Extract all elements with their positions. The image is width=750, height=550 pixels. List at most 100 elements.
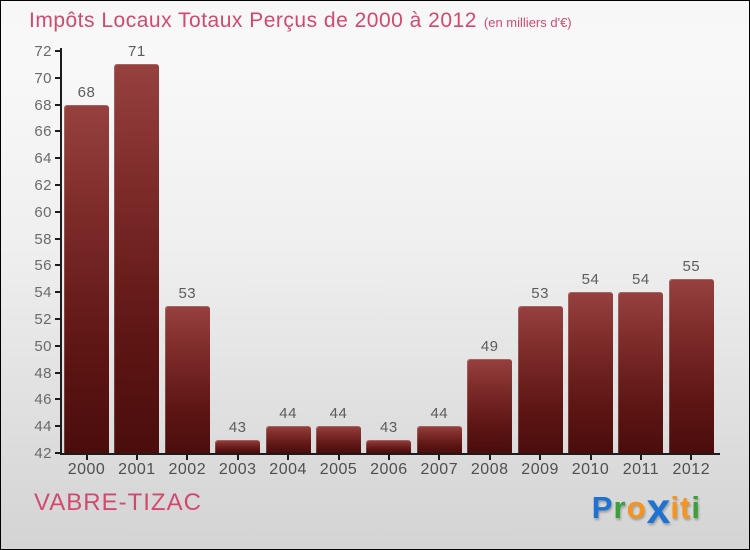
y-axis-tick-label: 70 bbox=[34, 69, 52, 87]
bar-2001 bbox=[114, 64, 160, 453]
x-axis-tick bbox=[539, 455, 542, 460]
bar-value-label: 68 bbox=[77, 83, 96, 101]
bar-value-label: 55 bbox=[682, 257, 701, 275]
x-axis-tick bbox=[85, 455, 88, 460]
bar-2007 bbox=[416, 426, 462, 453]
y-axis-tick-label: 48 bbox=[34, 364, 52, 382]
x-axis-tick bbox=[690, 455, 693, 460]
y-axis-tick bbox=[55, 452, 62, 454]
x-axis-tick-label: 2012 bbox=[672, 461, 711, 478]
proxiti-logo-letter: P bbox=[591, 490, 614, 525]
bar-value-label: 49 bbox=[480, 338, 499, 356]
x-axis-tick-label: 2009 bbox=[521, 461, 559, 478]
y-axis-line bbox=[60, 48, 62, 455]
proxiti-logo-letter: o bbox=[626, 490, 647, 525]
y-axis-tick-label: 60 bbox=[34, 203, 52, 221]
x-axis-tick-label: 2005 bbox=[319, 461, 358, 478]
bar-value-label: 43 bbox=[380, 418, 398, 436]
x-axis-tick bbox=[387, 455, 390, 460]
x-axis-tick bbox=[438, 455, 441, 460]
bar-value-label: 44 bbox=[430, 405, 449, 423]
y-axis-tick-label: 42 bbox=[34, 445, 52, 462]
x-axis-tick-label: 2010 bbox=[571, 461, 610, 478]
proxiti-logo-letter: t bbox=[680, 490, 692, 525]
y-axis-tick bbox=[55, 184, 62, 186]
y-axis-tick bbox=[55, 371, 62, 374]
x-axis-tick-label: 2008 bbox=[470, 461, 509, 478]
x-axis-tick-label: 2000 bbox=[67, 461, 106, 478]
y-axis-tick-label: 46 bbox=[34, 391, 52, 409]
x-axis-tick bbox=[488, 455, 491, 460]
bar-2010 bbox=[568, 292, 613, 453]
y-axis-tick bbox=[55, 318, 62, 320]
bar-2003 bbox=[215, 439, 261, 453]
x-axis-tick-label: 2002 bbox=[168, 461, 207, 478]
bar-value-label: 44 bbox=[279, 405, 297, 423]
bar-value-label: 44 bbox=[329, 405, 348, 423]
y-axis-tick-label: 50 bbox=[34, 337, 52, 355]
bar-2000 bbox=[64, 104, 109, 453]
x-axis-tick bbox=[287, 455, 290, 460]
x-axis-line bbox=[60, 453, 720, 455]
chart-title: Impôts Locaux Totaux Perçus de 2000 à 20… bbox=[29, 9, 572, 33]
bar-value-label: 53 bbox=[531, 284, 549, 302]
bar-value-label: 54 bbox=[581, 271, 600, 289]
proxiti-logo: Proxiti bbox=[592, 485, 701, 534]
y-axis-tick-label: 54 bbox=[34, 284, 52, 302]
y-axis-tick-label: 62 bbox=[34, 177, 52, 194]
y-axis-tick-label: 52 bbox=[34, 311, 52, 328]
y-axis-tick-label: 72 bbox=[34, 43, 52, 60]
proxiti-logo-letter: i bbox=[691, 490, 701, 525]
bar-2012 bbox=[668, 278, 714, 453]
bar-value-label: 54 bbox=[632, 271, 650, 289]
x-axis-tick-label: 2007 bbox=[420, 461, 459, 478]
x-axis-tick bbox=[186, 455, 189, 460]
bar-2005 bbox=[316, 426, 361, 453]
y-axis-tick bbox=[55, 398, 62, 401]
y-axis-tick bbox=[55, 237, 62, 240]
y-axis-tick-label: 68 bbox=[34, 96, 52, 114]
proxiti-logo-letter: x bbox=[646, 485, 671, 533]
x-axis-tick bbox=[589, 455, 592, 460]
y-axis-tick bbox=[55, 103, 62, 106]
y-axis-tick-label: 44 bbox=[34, 418, 52, 436]
bar-2011 bbox=[618, 292, 664, 453]
y-axis-tick bbox=[55, 210, 62, 213]
y-axis-tick-label: 64 bbox=[34, 150, 52, 168]
y-axis-tick bbox=[55, 291, 62, 294]
y-axis-tick bbox=[55, 76, 62, 79]
y-axis-tick bbox=[55, 130, 62, 133]
y-axis-tick-label: 58 bbox=[34, 230, 52, 248]
bar-2009 bbox=[517, 305, 563, 453]
x-axis-tick bbox=[337, 455, 340, 460]
y-axis-tick-label: 56 bbox=[34, 257, 52, 275]
y-axis-tick bbox=[55, 264, 62, 267]
x-axis-tick-label: 2006 bbox=[370, 461, 408, 478]
x-axis-tick-label: 2003 bbox=[218, 461, 257, 478]
bar-2008 bbox=[467, 359, 513, 453]
y-axis-tick bbox=[55, 50, 62, 52]
x-axis-tick-label: 2004 bbox=[269, 461, 307, 478]
proxiti-logo-letter: i bbox=[670, 490, 681, 525]
bar-value-label: 43 bbox=[228, 418, 247, 436]
x-axis-tick-label: 2011 bbox=[622, 461, 660, 478]
bar-value-label: 53 bbox=[178, 284, 197, 302]
bar-value-label: 71 bbox=[128, 43, 146, 61]
x-axis-tick bbox=[639, 455, 642, 460]
x-axis-tick-label: 2001 bbox=[118, 461, 156, 478]
bar-2002 bbox=[164, 305, 210, 453]
y-axis-tick bbox=[55, 425, 62, 428]
x-axis-tick bbox=[236, 455, 239, 460]
proxiti-logo-letter: r bbox=[613, 490, 627, 525]
chart-title-text: Impôts Locaux Totaux Perçus de 2000 à 20… bbox=[29, 9, 477, 32]
y-axis-tick bbox=[55, 344, 62, 347]
commune-name: VABRE-TIZAC bbox=[34, 489, 202, 516]
x-axis-tick bbox=[135, 455, 138, 460]
bar-2006 bbox=[366, 439, 412, 453]
bar-2004 bbox=[265, 426, 311, 453]
chart-subtitle: (en milliers d'€) bbox=[483, 15, 572, 30]
y-axis-tick-label: 66 bbox=[34, 123, 52, 141]
y-axis-tick bbox=[55, 157, 62, 160]
